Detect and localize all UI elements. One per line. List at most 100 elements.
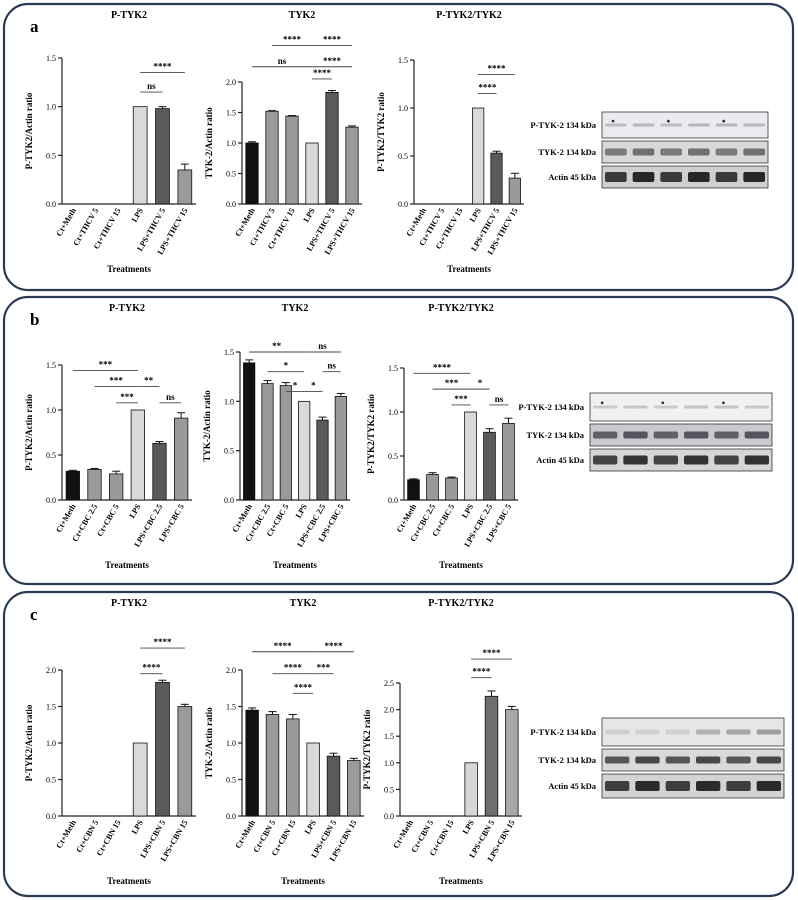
chart-title: TYK2	[289, 10, 316, 21]
bar-4	[306, 742, 320, 817]
western-blot	[601, 111, 769, 189]
bar-2	[261, 383, 274, 501]
blot-band	[688, 123, 710, 127]
x-axis-label: Treatments	[447, 264, 491, 274]
y-tick-label: 0.5	[226, 170, 236, 179]
x-axis-label: Treatments	[439, 876, 483, 886]
chart-title: P-TYK2/TYK2	[428, 598, 494, 609]
bar-6	[177, 169, 193, 205]
bar-3	[109, 473, 124, 501]
y-tick-label: 1.5	[224, 348, 234, 357]
y-axis-label: TYK-2/Actin ratio	[204, 107, 214, 179]
significance-label: *	[311, 380, 316, 390]
chart-title: TYK2	[282, 303, 309, 314]
y-axis-label: P-TYK2/Actin ratio	[24, 92, 34, 169]
chart-title: P-TYK2	[109, 303, 145, 314]
blot-band	[623, 405, 648, 409]
y-tick-label: 2.0	[226, 666, 236, 675]
y-tick-label: 0.5	[226, 776, 236, 785]
blot-band	[744, 431, 769, 439]
x-axis-label: Treatments	[439, 560, 483, 570]
blot-band	[688, 172, 710, 182]
panel-label: a	[30, 17, 39, 36]
bar-4	[132, 106, 148, 205]
y-tick-label: 0.0	[388, 496, 398, 505]
significance-label: ****	[294, 682, 313, 692]
blot-band	[726, 756, 751, 764]
blot-row	[589, 448, 773, 472]
bar-4	[305, 142, 319, 205]
chart-title: P-TYK2/TYK2	[436, 10, 502, 21]
significance-label: ****	[488, 63, 507, 73]
y-tick-label: 1.5	[398, 56, 408, 65]
blot-speck	[600, 401, 604, 405]
y-tick-label: 0.0	[46, 200, 56, 209]
blot-band	[653, 431, 678, 439]
significance-label: ***	[120, 392, 134, 402]
y-tick-label: 0.5	[46, 451, 56, 460]
y-tick-label: 1.0	[226, 739, 236, 748]
blot-label: Actin 45 kDa	[548, 172, 596, 182]
y-tick-label: 1.5	[46, 703, 56, 712]
y-axis-label: TYK-2/Actin ratio	[204, 707, 214, 779]
bar-5	[325, 91, 339, 205]
x-axis-label: Treatments	[105, 560, 149, 570]
bar-4	[130, 409, 145, 501]
bar-2	[265, 110, 279, 205]
blot-band	[660, 172, 682, 182]
significance-label: ns	[166, 392, 175, 402]
blot-band	[756, 756, 781, 764]
bar-3	[285, 115, 299, 205]
blot-band	[744, 455, 769, 465]
blot-label: P-TYK-2 134 kDa	[530, 120, 596, 130]
significance-label: ****	[154, 62, 173, 72]
blot-label: Actin 45 kDa	[536, 455, 584, 465]
blot-band	[744, 405, 769, 409]
blot-band	[714, 455, 739, 465]
blot-label: Actin 45 kDa	[548, 781, 596, 791]
blot-row	[601, 773, 785, 799]
significance-label: *	[293, 380, 298, 390]
bar-3	[279, 385, 292, 501]
western-blot	[589, 392, 773, 472]
significance-label: ns	[318, 341, 327, 351]
y-tick-label: 0.0	[226, 200, 236, 209]
blot-speck	[661, 401, 665, 405]
blot-band	[726, 729, 751, 735]
blot-band	[605, 172, 627, 182]
bar-5	[483, 431, 496, 501]
blot-band	[743, 148, 765, 156]
panel-label: c	[30, 605, 38, 624]
blot-band	[660, 123, 682, 127]
blot-band	[696, 729, 721, 735]
blot-band	[605, 148, 627, 156]
blot-band	[684, 405, 709, 409]
blot-band	[593, 405, 618, 409]
bar-3	[445, 477, 458, 501]
bar-4	[464, 411, 477, 501]
y-tick-label: 1.5	[226, 109, 236, 118]
y-tick-label: 0.5	[384, 785, 394, 794]
bar-2	[265, 714, 280, 817]
bar-5	[490, 152, 503, 205]
y-tick-label: 0.5	[224, 447, 234, 456]
bar-1	[243, 362, 256, 501]
blot-band	[756, 781, 781, 791]
blot-speck	[667, 119, 670, 123]
y-tick-label: 1.0	[46, 103, 56, 112]
blot-band	[623, 455, 648, 465]
significance-label: *	[284, 361, 289, 371]
significance-label: ***	[454, 394, 468, 404]
significance-label: ****	[433, 362, 452, 372]
x-axis-label: Treatments	[273, 560, 317, 570]
panel-frame	[2, 2, 795, 292]
bar-5	[326, 755, 341, 817]
blot-row	[589, 392, 773, 422]
bar-1	[245, 709, 259, 817]
y-axis-label: P-TYK2/TYK2 ratio	[366, 394, 376, 474]
x-axis-label: Treatments	[107, 264, 151, 274]
blot-band	[756, 729, 781, 735]
bar-2	[426, 474, 439, 501]
bar-6	[174, 417, 189, 501]
bar-3	[286, 718, 300, 817]
